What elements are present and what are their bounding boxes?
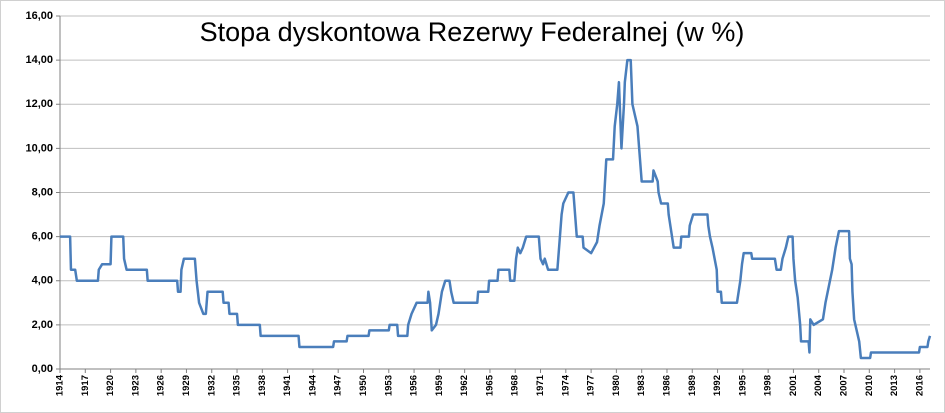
x-tick-label: 1983	[636, 375, 647, 396]
y-tick-label: 0,00	[32, 363, 53, 375]
y-tick-label: 8,00	[32, 186, 53, 198]
x-tick-label: 2004	[813, 374, 824, 396]
x-tick-label: 1980	[611, 375, 622, 396]
x-tick-label: 1959	[434, 375, 445, 396]
x-tick-label: 1944	[307, 374, 318, 396]
x-tick-label: 1914	[55, 374, 66, 396]
x-tick-label: 1986	[661, 375, 672, 396]
x-tick-label: 1977	[586, 375, 597, 396]
data-line	[60, 58, 932, 360]
x-tick-label: 1926	[156, 375, 167, 396]
y-tick-label: 14,00	[25, 54, 53, 66]
x-tick-label: 1917	[80, 375, 91, 396]
y-tick-label: 10,00	[25, 142, 53, 154]
x-tick-label: 1968	[510, 375, 521, 396]
x-tick-label: 1956	[409, 375, 420, 396]
y-tick-label: 6,00	[32, 231, 53, 243]
x-tick-label: 1941	[282, 374, 293, 396]
x-tick-label: 2010	[864, 375, 875, 396]
x-tick-label: 1950	[358, 375, 369, 396]
x-tick-label: 1971	[535, 374, 546, 396]
x-tick-label: 1923	[130, 375, 141, 396]
x-tick-label: 1938	[257, 375, 268, 396]
x-tick-label: 1935	[232, 374, 243, 396]
chart-title: Stopa dyskontowa Rezerwy Federalnej (w %…	[200, 17, 745, 47]
x-tick-label: 1947	[333, 375, 344, 396]
x-tick-label: 1953	[383, 375, 394, 396]
x-tick-label: 1995	[737, 374, 748, 396]
x-tick-label: 1929	[181, 375, 192, 396]
x-tick-label: 1932	[206, 375, 217, 396]
x-tick-label: 1920	[105, 375, 116, 396]
x-tick-label: 2013	[889, 375, 900, 396]
x-tick-label: 1989	[687, 375, 698, 396]
x-tick-label: 1965	[484, 374, 495, 396]
y-tick-label: 2,00	[32, 319, 53, 331]
y-tick-label: 4,00	[32, 275, 53, 287]
x-tick-label: 2001	[788, 374, 799, 396]
x-tick-label: 1998	[763, 375, 774, 396]
x-tick-label: 1962	[459, 375, 470, 396]
x-tick-label: 2016	[914, 375, 925, 396]
x-tick-label: 2007	[839, 375, 850, 396]
x-tick-label: 1992	[712, 375, 723, 396]
y-tick-label: 16,00	[25, 10, 53, 22]
y-tick-label: 12,00	[25, 98, 53, 110]
x-tick-label: 1974	[560, 374, 571, 396]
